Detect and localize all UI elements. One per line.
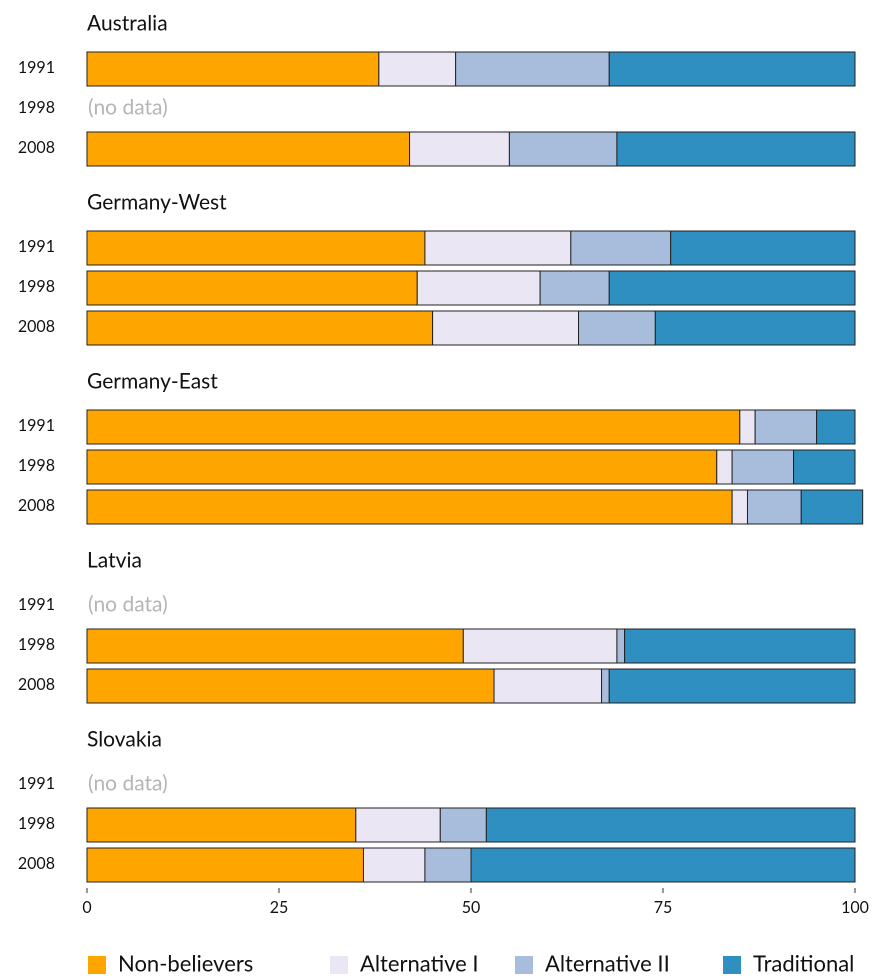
bar-segment <box>578 310 656 346</box>
bar-segment <box>731 449 795 485</box>
year-label: 1991 <box>18 237 55 256</box>
bar-segment <box>616 628 626 664</box>
x-tick-label: 0 <box>82 898 91 917</box>
year-label: 1991 <box>18 595 55 614</box>
bar-segment <box>378 51 457 87</box>
bar-segment <box>470 847 856 883</box>
year-label: 1998 <box>18 277 55 296</box>
legend-label: Traditional <box>753 950 854 977</box>
bar-segment <box>608 51 856 87</box>
year-label: 1998 <box>18 456 55 475</box>
bar-segment <box>601 668 610 704</box>
bar-segment <box>793 449 856 485</box>
bar-segment <box>86 270 418 306</box>
bar-segment <box>86 131 411 167</box>
group-title: Germany-West <box>87 189 227 214</box>
bar-segment <box>670 230 856 266</box>
legend-label: Non-believers <box>118 950 253 977</box>
bar-segment <box>608 668 856 704</box>
group-title: Latvia <box>87 547 142 572</box>
year-label: 1991 <box>18 774 55 793</box>
bar-segment <box>539 270 610 306</box>
year-label: 2008 <box>18 138 55 157</box>
bar-segment <box>86 51 380 87</box>
bar-segment <box>654 310 856 346</box>
bar-segment <box>485 807 856 843</box>
year-label: 1991 <box>18 58 55 77</box>
bar-segment <box>816 409 856 445</box>
bar-segment <box>739 409 756 445</box>
bar-segment <box>424 230 572 266</box>
x-tick-label: 75 <box>654 898 673 917</box>
group-title: Germany-East <box>87 368 218 393</box>
year-label: 2008 <box>18 496 55 515</box>
bar-segment <box>86 668 495 704</box>
x-tick-label: 50 <box>462 898 481 917</box>
bar-segment <box>409 131 510 167</box>
year-label: 1998 <box>18 98 55 117</box>
year-label: 1998 <box>18 635 55 654</box>
no-data-label: (no data) <box>88 591 168 616</box>
bar-segment <box>439 807 487 843</box>
bar-segment <box>608 270 856 306</box>
year-label: 1998 <box>18 814 55 833</box>
bar-segment <box>86 230 426 266</box>
group-title: Slovakia <box>87 726 162 751</box>
bar-segment <box>86 409 741 445</box>
bar-segment <box>462 628 618 664</box>
year-label: 2008 <box>18 675 55 694</box>
bar-segment <box>424 847 472 883</box>
x-tick-label: 100 <box>841 898 869 917</box>
bar-segment <box>754 409 818 445</box>
year-label: 1991 <box>18 416 55 435</box>
bar-segment <box>86 807 357 843</box>
bar-segment <box>86 628 464 664</box>
bar-segment <box>86 449 718 485</box>
bar-segment <box>355 807 441 843</box>
bar-segment <box>746 489 802 525</box>
bar-segment <box>416 270 541 306</box>
bar-segment <box>362 847 426 883</box>
bar-segment <box>86 310 434 346</box>
legend-label: Alternative II <box>545 950 670 977</box>
bar-segment <box>731 489 748 525</box>
year-label: 2008 <box>18 317 55 336</box>
bar-segment <box>432 310 580 346</box>
legend-label: Alternative I <box>360 950 479 977</box>
legend-swatch <box>515 956 533 974</box>
bar-segment <box>800 489 864 525</box>
bar-segment <box>455 51 610 87</box>
bar-segment <box>86 489 733 525</box>
bar-segment <box>570 230 672 266</box>
no-data-label: (no data) <box>88 770 168 795</box>
bar-segment <box>86 847 364 883</box>
no-data-label: (no data) <box>88 94 168 119</box>
bar-segment <box>616 131 856 167</box>
bar-segment <box>508 131 618 167</box>
bar-segment <box>624 628 856 664</box>
year-label: 2008 <box>18 854 55 873</box>
bar-segment <box>493 668 603 704</box>
x-tick-label: 25 <box>270 898 289 917</box>
group-title: Australia <box>87 10 168 35</box>
legend-swatch <box>723 956 741 974</box>
bar-segment <box>716 449 733 485</box>
legend-swatch <box>88 956 106 974</box>
legend-swatch <box>330 956 348 974</box>
